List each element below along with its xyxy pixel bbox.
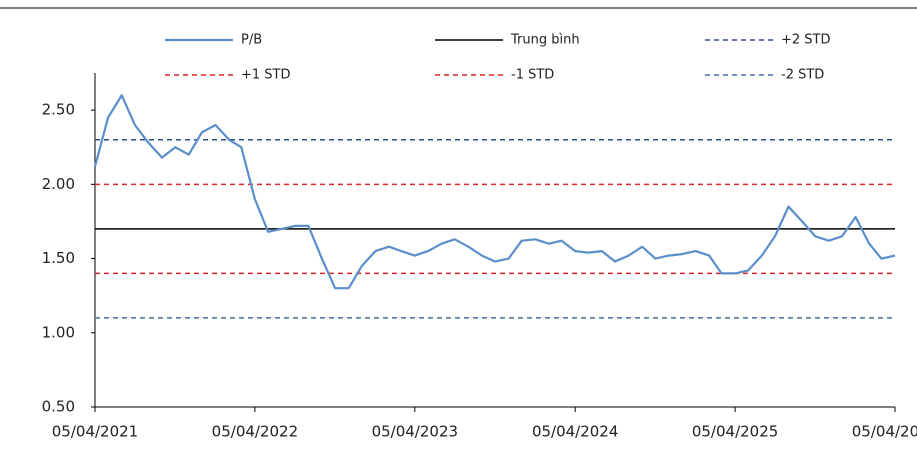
x-tick-label: 05/04/2024 bbox=[532, 423, 618, 441]
x-tick-label: 05/04/2022 bbox=[212, 423, 298, 441]
legend-label: +1 STD bbox=[241, 68, 291, 83]
x-tick-label: 05/04/2023 bbox=[372, 423, 458, 441]
x-tick-label: 05/04/2026 bbox=[852, 423, 917, 441]
x-tick-label: 05/04/2025 bbox=[692, 423, 778, 441]
legend-label: Trung bình bbox=[510, 33, 580, 48]
y-tick-label: 2.00 bbox=[42, 175, 75, 193]
y-tick-label: 2.50 bbox=[42, 101, 75, 119]
y-tick-label: 1.50 bbox=[42, 249, 75, 267]
legend-label: +2 STD bbox=[781, 33, 831, 48]
y-tick-label: 0.50 bbox=[42, 398, 75, 416]
legend-label: -2 STD bbox=[781, 68, 824, 83]
legend-label: P/B bbox=[241, 33, 262, 48]
legend-label: -1 STD bbox=[511, 68, 554, 83]
series-line bbox=[93, 94, 896, 290]
y-tick-label: 1.00 bbox=[42, 323, 75, 341]
x-tick-label: 05/04/2021 bbox=[52, 423, 138, 441]
